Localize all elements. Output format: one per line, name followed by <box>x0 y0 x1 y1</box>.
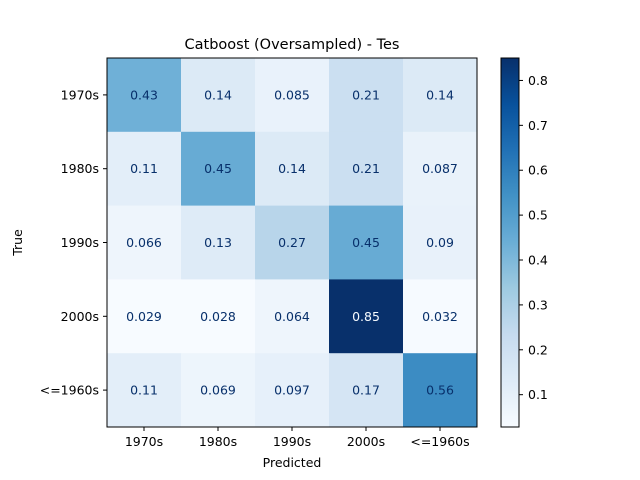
cell-value-label: 0.14 <box>204 87 232 102</box>
cell-value-label: 0.085 <box>274 87 310 102</box>
cell-value-label: 0.09 <box>426 235 454 250</box>
heatmap-cell <box>329 58 404 133</box>
cell-value-label: 0.029 <box>126 309 162 324</box>
heatmap-cell <box>255 58 330 133</box>
cell-value-label: 0.45 <box>352 235 380 250</box>
cell-value-label: 0.85 <box>352 309 380 324</box>
heatmap-cell <box>255 205 330 280</box>
heatmap-cell <box>329 131 404 207</box>
y-tick-label: 1990s <box>61 235 99 250</box>
cell-value-label: 0.21 <box>352 161 380 176</box>
y-tick-label: 2000s <box>61 309 99 324</box>
heatmap-cell <box>181 353 256 428</box>
heatmap-cell <box>403 205 478 280</box>
cell-value-label: 0.17 <box>352 383 380 398</box>
cell-value-label: 0.069 <box>200 383 236 398</box>
x-tick-label: <=1960s <box>410 434 469 449</box>
heatmap-cell <box>403 58 478 133</box>
heatmap-cell <box>329 205 404 280</box>
cell-value-label: 0.13 <box>204 235 232 250</box>
x-tick-label: 1980s <box>199 434 237 449</box>
x-tick-label: 2000s <box>347 434 385 449</box>
heatmap-cell <box>107 131 182 207</box>
heatmap-cell <box>107 279 182 354</box>
cell-value-label: 0.097 <box>274 383 310 398</box>
heatmap-cell <box>329 279 404 354</box>
heatmap-cell <box>403 131 478 207</box>
cell-value-label: 0.028 <box>200 309 236 324</box>
heatmap-cell <box>403 279 478 354</box>
heatmap-cell <box>107 205 182 280</box>
heatmap-cell <box>255 131 330 207</box>
colorbar-tick-label: 0.2 <box>528 342 548 357</box>
colorbar-tick-label: 0.5 <box>528 208 548 223</box>
x-axis-ticks: 1970s 1980s 1990s 2000s <=1960s <box>125 427 470 449</box>
cell-value-label: 0.064 <box>274 309 310 324</box>
heatmap-cell <box>181 131 256 207</box>
colorbar-ticks: 0.1 0.2 0.3 0.4 0.5 0.6 0.7 0.8 <box>519 73 548 402</box>
x-axis-label: Predicted <box>263 455 322 470</box>
y-tick-label: 1970s <box>61 87 99 102</box>
heatmap-cell <box>329 353 404 428</box>
chart-title: Catboost (Oversampled) - Tes <box>185 37 400 53</box>
colorbar-tick-label: 0.7 <box>528 118 548 133</box>
cell-value-label: 0.43 <box>130 87 158 102</box>
heatmap-cells <box>107 58 478 428</box>
colorbar-tick-label: 0.1 <box>528 387 548 402</box>
cell-value-label: 0.21 <box>352 87 380 102</box>
cell-value-label: 0.56 <box>426 383 454 398</box>
cell-value-label: 0.11 <box>130 161 158 176</box>
heatmap-cell <box>107 353 182 428</box>
y-tick-label: 1980s <box>61 161 99 176</box>
cell-value-label: 0.14 <box>426 87 454 102</box>
cell-value-label: 0.11 <box>130 383 158 398</box>
heatmap-cell <box>181 58 256 133</box>
x-tick-label: 1990s <box>273 434 311 449</box>
heatmap-cell <box>181 279 256 354</box>
colorbar-tick-label: 0.8 <box>528 73 548 88</box>
colorbar <box>500 57 520 428</box>
cell-value-label: 0.14 <box>278 161 306 176</box>
y-axis-label: True <box>10 229 25 257</box>
cell-value-label: 0.087 <box>422 161 458 176</box>
y-tick-label: <=1960s <box>40 383 99 398</box>
x-tick-label: 1970s <box>125 434 163 449</box>
heatmap-cell <box>255 353 330 428</box>
colorbar-tick-label: 0.4 <box>528 253 548 268</box>
heatmap-cell <box>403 353 478 428</box>
heatmap-cell <box>181 205 256 280</box>
colorbar-tick-label: 0.3 <box>528 297 548 312</box>
cell-value-label: 0.27 <box>278 235 306 250</box>
cell-value-label: 0.066 <box>126 235 162 250</box>
colorbar-tick-label: 0.6 <box>528 163 548 178</box>
cell-value-label: 0.45 <box>204 161 232 176</box>
heatmap-cell <box>255 279 330 354</box>
heatmap-cell <box>107 58 182 133</box>
cell-value-label: 0.032 <box>422 309 458 324</box>
y-axis-ticks: 1970s 1980s 1990s 2000s <=1960s <box>40 87 107 398</box>
heatmap-cell-labels: 0.43 0.14 0.085 0.21 0.14 0.11 0.45 0.14 0.21 0.0… <box>126 87 458 397</box>
